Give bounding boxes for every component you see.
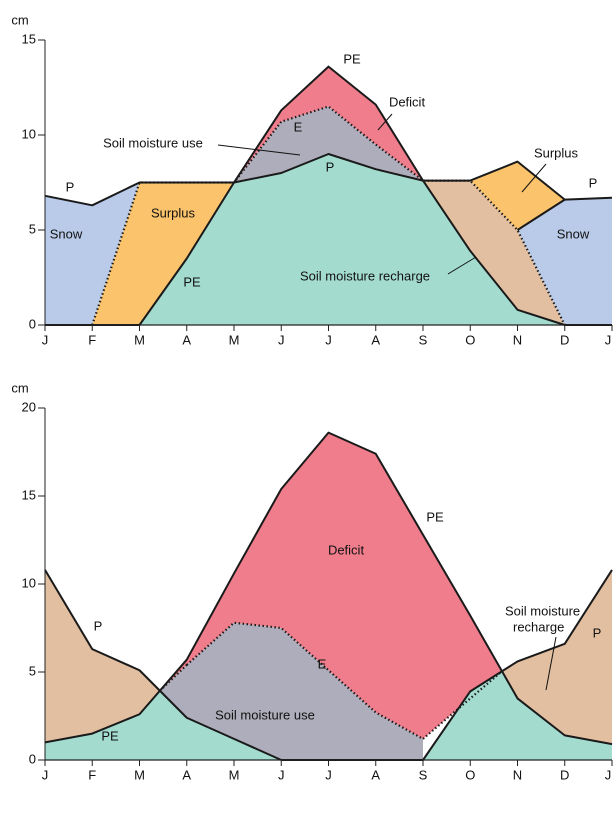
series-label: E — [294, 119, 303, 134]
x-tick-label: D — [560, 332, 569, 347]
area — [470, 161, 565, 230]
x-tick-label: N — [513, 332, 522, 347]
y-tick-label: 5 — [29, 221, 36, 236]
y-tick-label: 10 — [22, 126, 36, 141]
y-tick-label: 0 — [29, 751, 36, 766]
x-tick-label: O — [465, 767, 475, 782]
series-label: P — [589, 175, 598, 190]
region-label: Deficit — [389, 94, 426, 109]
x-tick-label: N — [513, 767, 522, 782]
region-label: recharge — [513, 619, 564, 634]
region-label: Soil moisture recharge — [300, 268, 430, 283]
area — [423, 180, 565, 325]
region-label: Soil moisture — [505, 603, 580, 618]
region-label: Soil moisture use — [103, 135, 203, 150]
series-line — [186, 621, 424, 740]
x-tick-label: A — [182, 767, 191, 782]
leader-line — [521, 163, 547, 193]
area — [45, 569, 160, 743]
series-label: P — [94, 618, 103, 633]
area — [517, 197, 612, 325]
x-tick-label: S — [419, 332, 428, 347]
x-tick-label: F — [88, 767, 96, 782]
region-label: Deficit — [328, 542, 365, 557]
series-label: P — [66, 179, 75, 194]
area — [159, 622, 423, 760]
x-tick-label: F — [88, 332, 96, 347]
area — [139, 154, 565, 325]
x-tick-label: S — [419, 767, 428, 782]
y-tick-label: 5 — [29, 663, 36, 678]
x-tick-label: A — [371, 332, 380, 347]
x-tick-label: J — [278, 767, 285, 782]
x-tick-label: A — [371, 767, 380, 782]
x-tick-label: J — [605, 767, 612, 782]
y-axis-label: cm — [11, 380, 28, 395]
series-label: PE — [343, 51, 361, 66]
leader-line — [377, 113, 393, 131]
region-label: Surplus — [151, 205, 196, 220]
region-label: Surplus — [534, 145, 579, 160]
boundary-line — [422, 670, 503, 740]
leader-line — [217, 144, 301, 156]
area — [159, 432, 502, 739]
region-label: Snow — [50, 226, 83, 241]
y-tick-label: 20 — [22, 399, 36, 414]
area — [234, 106, 423, 183]
x-tick-label: M — [134, 767, 145, 782]
x-tick-label: M — [229, 332, 240, 347]
leader-line — [447, 256, 477, 275]
area — [45, 690, 282, 760]
region-label: Soil moisture use — [215, 707, 315, 722]
series-line — [91, 105, 566, 326]
series-label: P — [593, 625, 602, 640]
series-line — [44, 431, 613, 746]
x-tick-label: D — [560, 767, 569, 782]
area — [423, 671, 612, 760]
y-tick-label: 0 — [29, 316, 36, 331]
x-tick-label: M — [134, 332, 145, 347]
x-tick-label: M — [229, 767, 240, 782]
x-tick-label: J — [42, 332, 49, 347]
x-tick-label: O — [465, 332, 475, 347]
series-label: E — [318, 656, 327, 671]
area — [45, 182, 140, 325]
boundary-line — [516, 198, 566, 231]
y-tick-label: 15 — [22, 487, 36, 502]
x-tick-label: A — [182, 332, 191, 347]
x-tick-label: J — [605, 332, 612, 347]
x-tick-label: J — [278, 332, 285, 347]
x-tick-label: J — [325, 332, 332, 347]
x-tick-label: J — [325, 767, 332, 782]
y-tick-label: 10 — [22, 575, 36, 590]
series-label: PE — [183, 274, 201, 289]
y-tick-label: 15 — [22, 31, 36, 46]
area — [234, 66, 423, 183]
series-label: PE — [101, 728, 119, 743]
series-line — [44, 153, 613, 207]
region-label: Snow — [557, 226, 590, 241]
series-label: PE — [426, 509, 444, 524]
series-label: P — [326, 159, 335, 174]
x-tick-label: J — [42, 767, 49, 782]
y-axis-label: cm — [11, 12, 28, 27]
leader-line — [545, 636, 557, 691]
